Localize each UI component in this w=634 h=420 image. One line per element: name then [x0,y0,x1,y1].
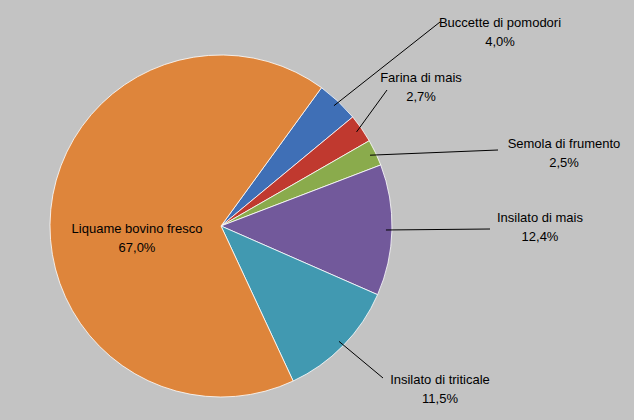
labels: Buccette di pomodori 4,0% Farina di mais 2,… [72,15,621,406]
slice-value: 4,0% [485,34,515,49]
slice-label: Buccette di pomodori [439,15,561,30]
chart: Buccette di pomodori 4,0% Farina di mais 2,… [0,0,634,420]
leader-line [370,150,498,155]
slice-label: Semola di frumento [508,136,621,151]
slice-label: Insilato di triticale [390,372,490,387]
slice-label: Farina di mais [380,70,462,85]
slice-label: Liquame bovino fresco [72,221,203,236]
leader-line [334,22,440,106]
leader-line [386,229,490,231]
leader-line [339,341,383,378]
slice-value: 67,0% [119,240,156,255]
slice-value: 2,7% [406,89,436,104]
slice-value: 2,5% [549,155,579,170]
pie-slice [50,55,322,397]
slice-label: Insilato di mais [497,210,583,225]
leader-line [357,90,387,132]
slice-value: 12,4% [522,229,559,244]
slices [50,55,392,397]
slice-value: 11,5% [422,391,458,406]
